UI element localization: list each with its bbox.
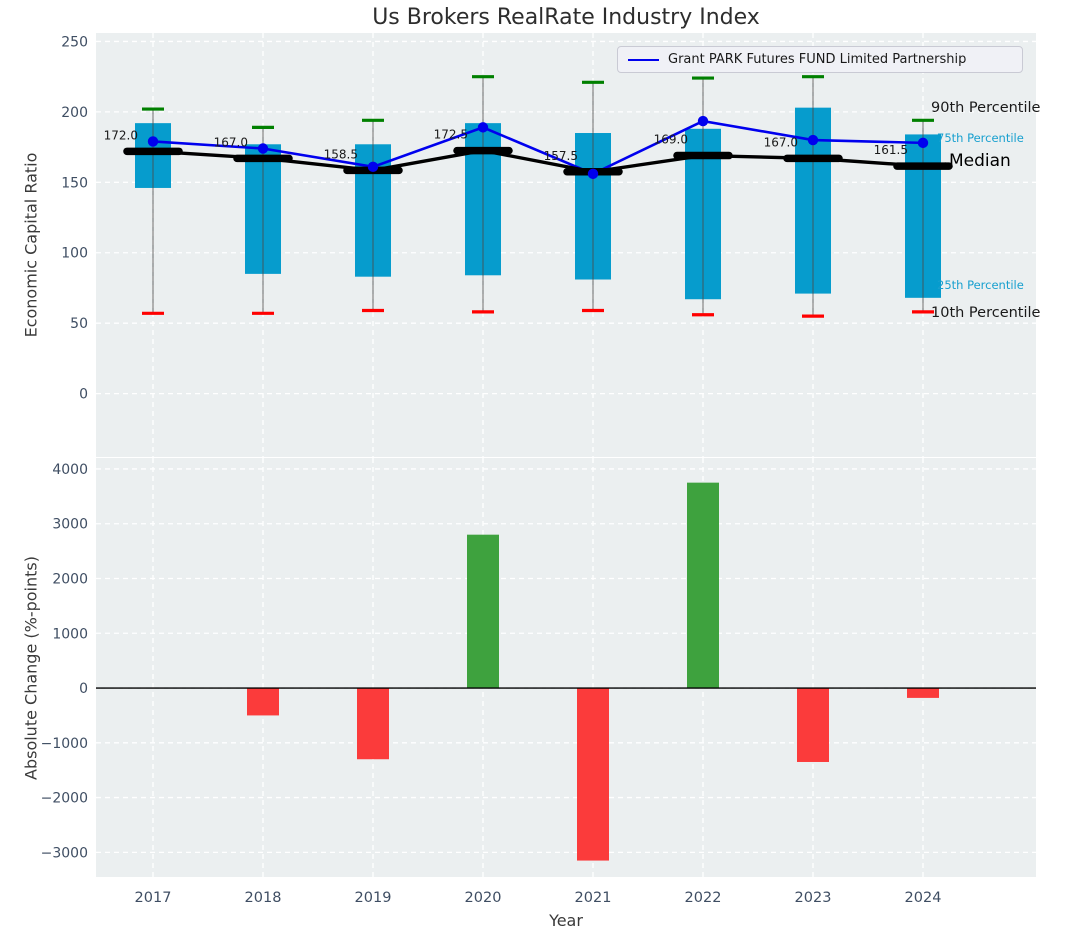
- x-tick-2020: 2020: [465, 890, 502, 906]
- legend-series-label: Grant PARK Futures FUND Limited Partners…: [668, 52, 967, 67]
- top-y-tick-0: 0: [79, 387, 88, 403]
- median-annotation-2020: 172.5: [434, 128, 468, 142]
- median-annotation-2022: 169.0: [654, 133, 688, 147]
- bar-2024: [907, 688, 939, 698]
- x-tick-2021: 2021: [575, 890, 612, 906]
- label-25th-percentile: 25th Percentile: [937, 278, 1024, 292]
- fund-point-2018: [257, 143, 269, 154]
- label-10th-percentile: 10th Percentile: [931, 305, 1041, 321]
- top-y-axis-label: Economic Capital Ratio: [21, 152, 41, 338]
- x-tick-2017: 2017: [135, 890, 172, 906]
- legend: Grant PARK Futures FUND Limited Partners…: [617, 46, 1023, 73]
- x-tick-2018: 2018: [245, 890, 282, 906]
- legend-line-sample-icon: [628, 58, 659, 61]
- bottom-y-tick-0: 0: [79, 681, 88, 697]
- bar-2020: [467, 534, 499, 689]
- median-annotation-2024: 161.5: [874, 143, 908, 157]
- fund-point-2017: [147, 136, 159, 147]
- label-90th-percentile: 90th Percentile: [931, 100, 1041, 116]
- bottom-y-tick--2000: −2000: [41, 791, 88, 807]
- median-annotation-2021: 157.5: [544, 149, 578, 163]
- x-tick-2023: 2023: [795, 890, 832, 906]
- bar-2018: [247, 688, 279, 716]
- x-tick-2024: 2024: [905, 890, 942, 906]
- bottom-y-tick--1000: −1000: [41, 736, 88, 752]
- top-y-tick-150: 150: [61, 175, 88, 191]
- top-y-tick-250: 250: [61, 34, 88, 50]
- bottom-y-tick-2000: 2000: [52, 571, 88, 587]
- fund-point-2022: [697, 115, 709, 127]
- x-tick-2022: 2022: [685, 890, 722, 906]
- x-tick-2019: 2019: [355, 890, 392, 906]
- median-annotation-2018: 167.0: [214, 135, 248, 149]
- median-annotation-2019: 158.5: [324, 147, 358, 161]
- bottom-y-axis-label: Absolute Change (%-points): [21, 556, 41, 780]
- bottom-y-tick-3000: 3000: [52, 517, 88, 533]
- bar-2022: [687, 482, 719, 689]
- median-annotation-2017: 172.0: [104, 128, 138, 142]
- bottom-y-tick-1000: 1000: [52, 626, 88, 642]
- fund-point-2023: [807, 134, 819, 146]
- top-y-tick-50: 50: [70, 316, 88, 332]
- bottom-y-tick-4000: 4000: [52, 462, 88, 478]
- bottom-y-tick--3000: −3000: [41, 845, 88, 861]
- fund-point-2024: [917, 137, 929, 149]
- median-annotation-2023: 167.0: [764, 135, 798, 149]
- bar-2021: [577, 688, 609, 861]
- label-75th-percentile: 75th Percentile: [937, 131, 1024, 145]
- top-y-tick-200: 200: [61, 105, 88, 121]
- label-median: Median: [949, 151, 1011, 171]
- bar-2019: [357, 688, 389, 760]
- fund-line: [152, 119, 924, 176]
- bottom-panel-background: [96, 458, 1036, 877]
- bar-2023: [797, 688, 829, 762]
- fund-point-2019: [367, 161, 379, 173]
- fund-point-2021: [587, 168, 599, 180]
- x-axis-label: Year: [549, 911, 583, 930]
- fund-point-2020: [477, 122, 489, 133]
- chart-title: Us Brokers RealRate Industry Index: [372, 5, 760, 30]
- top-y-tick-100: 100: [61, 246, 88, 262]
